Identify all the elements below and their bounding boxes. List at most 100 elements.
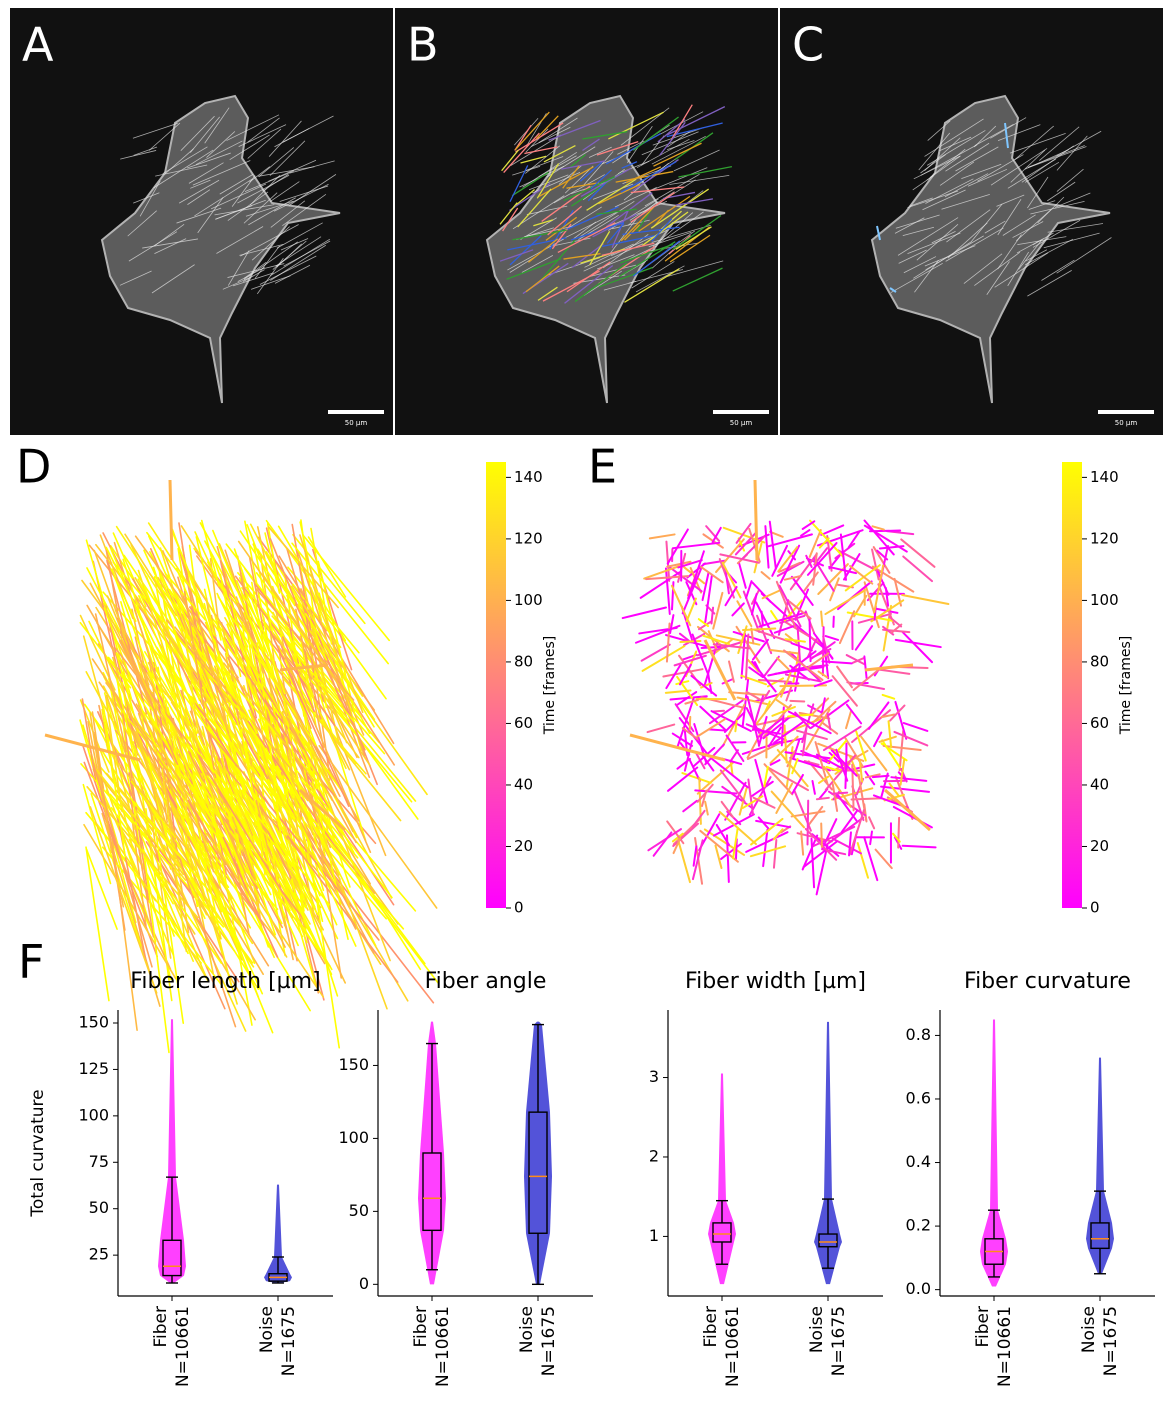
- fiber-track: [44, 733, 141, 762]
- fiber-track: [801, 520, 816, 530]
- actin-fiber: [1030, 200, 1085, 215]
- actin-fiber: [927, 120, 951, 141]
- box: [818, 1233, 838, 1248]
- fiber-track: [691, 633, 709, 675]
- fiber-track: [857, 773, 868, 822]
- fiber-track: [85, 846, 110, 1002]
- x-tick-count: N=10661: [995, 1306, 1015, 1387]
- fiber-track: [106, 561, 137, 622]
- segmented-fiber: [653, 142, 702, 167]
- fiber-track: [199, 522, 239, 592]
- actin-fiber: [524, 225, 575, 238]
- actin-fiber: [153, 149, 214, 189]
- fiber-track: [118, 639, 152, 701]
- fiber-track: [758, 611, 807, 628]
- actin-fiber: [546, 146, 596, 178]
- x-tick-count: N=10661: [433, 1306, 453, 1387]
- fiber-track: [681, 567, 702, 615]
- actin-fiber: [194, 178, 253, 217]
- actin-fiber: [920, 154, 946, 174]
- fiber-track: [255, 588, 355, 701]
- fiber-track: [760, 571, 771, 580]
- actin-fiber: [232, 272, 274, 287]
- y-tick-label: 1: [649, 1226, 659, 1245]
- fiber-track: [860, 735, 888, 772]
- fiber-track: [188, 847, 254, 945]
- colorbar-tick-label: 80: [514, 652, 533, 670]
- fiber-track: [83, 823, 177, 980]
- x-tick-label: Noise: [257, 1306, 277, 1353]
- actin-fiber: [222, 276, 251, 290]
- fiber-track: [784, 638, 806, 643]
- actin-fiber: [920, 144, 978, 176]
- actin-fiber: [894, 217, 925, 234]
- fiber-track: [665, 540, 671, 582]
- fiber-track: [764, 525, 770, 569]
- fiber-track: [880, 713, 896, 719]
- fiber-track: [805, 664, 829, 669]
- fiber-track: [719, 553, 760, 564]
- scale-bar-label: 50 µm: [1115, 419, 1138, 427]
- fiber-track: [112, 561, 250, 722]
- actin-fiber: [963, 253, 1003, 284]
- fiber-track: [745, 580, 753, 600]
- fiber-track: [800, 830, 805, 856]
- actin-fiber: [1056, 130, 1102, 157]
- fiber-track: [699, 705, 727, 731]
- fiber-track: [700, 681, 713, 689]
- fiber-track: [316, 805, 422, 971]
- actin-fiber: [531, 126, 571, 147]
- actin-fiber: [258, 166, 315, 177]
- fiber-track: [200, 832, 311, 1012]
- fiber-track: [318, 693, 367, 842]
- fiber-track: [687, 550, 705, 600]
- actin-fiber: [984, 220, 1006, 234]
- actin-fiber: [269, 140, 306, 176]
- fiber-track: [267, 526, 339, 609]
- x-tick-count: N=1675: [279, 1306, 299, 1376]
- fiber-track: [806, 799, 810, 846]
- actin-fiber: [127, 210, 157, 237]
- fiber-track: [814, 741, 829, 786]
- fiber-track: [777, 546, 799, 573]
- point-cloud: [158, 1019, 186, 1283]
- actin-fiber: [1032, 219, 1081, 248]
- fiber-track: [834, 542, 856, 560]
- fiber-track: [126, 674, 210, 816]
- fiber-track: [846, 681, 886, 690]
- fiber-track: [668, 566, 703, 593]
- fiber-track: [850, 797, 884, 801]
- actin-fiber: [270, 200, 306, 228]
- actin-fiber: [1010, 149, 1046, 183]
- fiber-track: [775, 580, 797, 629]
- actin-fiber: [1002, 214, 1036, 236]
- fiber-track: [864, 663, 914, 672]
- fiber-track: [314, 827, 405, 930]
- fiber-track: [177, 749, 233, 864]
- fiber-track: [116, 679, 142, 788]
- fiber-track: [143, 586, 194, 708]
- segmented-fiber: [574, 262, 628, 303]
- fiber-track: [778, 584, 802, 628]
- point-cloud: [980, 1019, 1008, 1287]
- fiber-track: [880, 785, 931, 793]
- fiber-track: [111, 697, 216, 829]
- fiber-track: [196, 555, 247, 626]
- fiber-track: [721, 703, 746, 748]
- segmented-fiber: [501, 149, 519, 172]
- actin-fiber: [994, 252, 1049, 288]
- actin-fiber: [971, 203, 1003, 242]
- segmented-fiber: [515, 188, 535, 206]
- actin-fiber: [939, 136, 972, 152]
- fiber-track: [837, 549, 881, 574]
- panel-label: D: [16, 440, 51, 494]
- fiber-track: [704, 743, 725, 766]
- segmented-fiber: [669, 234, 711, 263]
- fiber-track: [233, 816, 304, 938]
- fiber-track: [290, 585, 364, 697]
- fiber-track: [741, 795, 764, 810]
- actin-fiber: [907, 232, 961, 255]
- actin-fiber: [667, 140, 695, 150]
- fiber-track: [102, 705, 126, 858]
- segmented-fiber: [582, 138, 600, 152]
